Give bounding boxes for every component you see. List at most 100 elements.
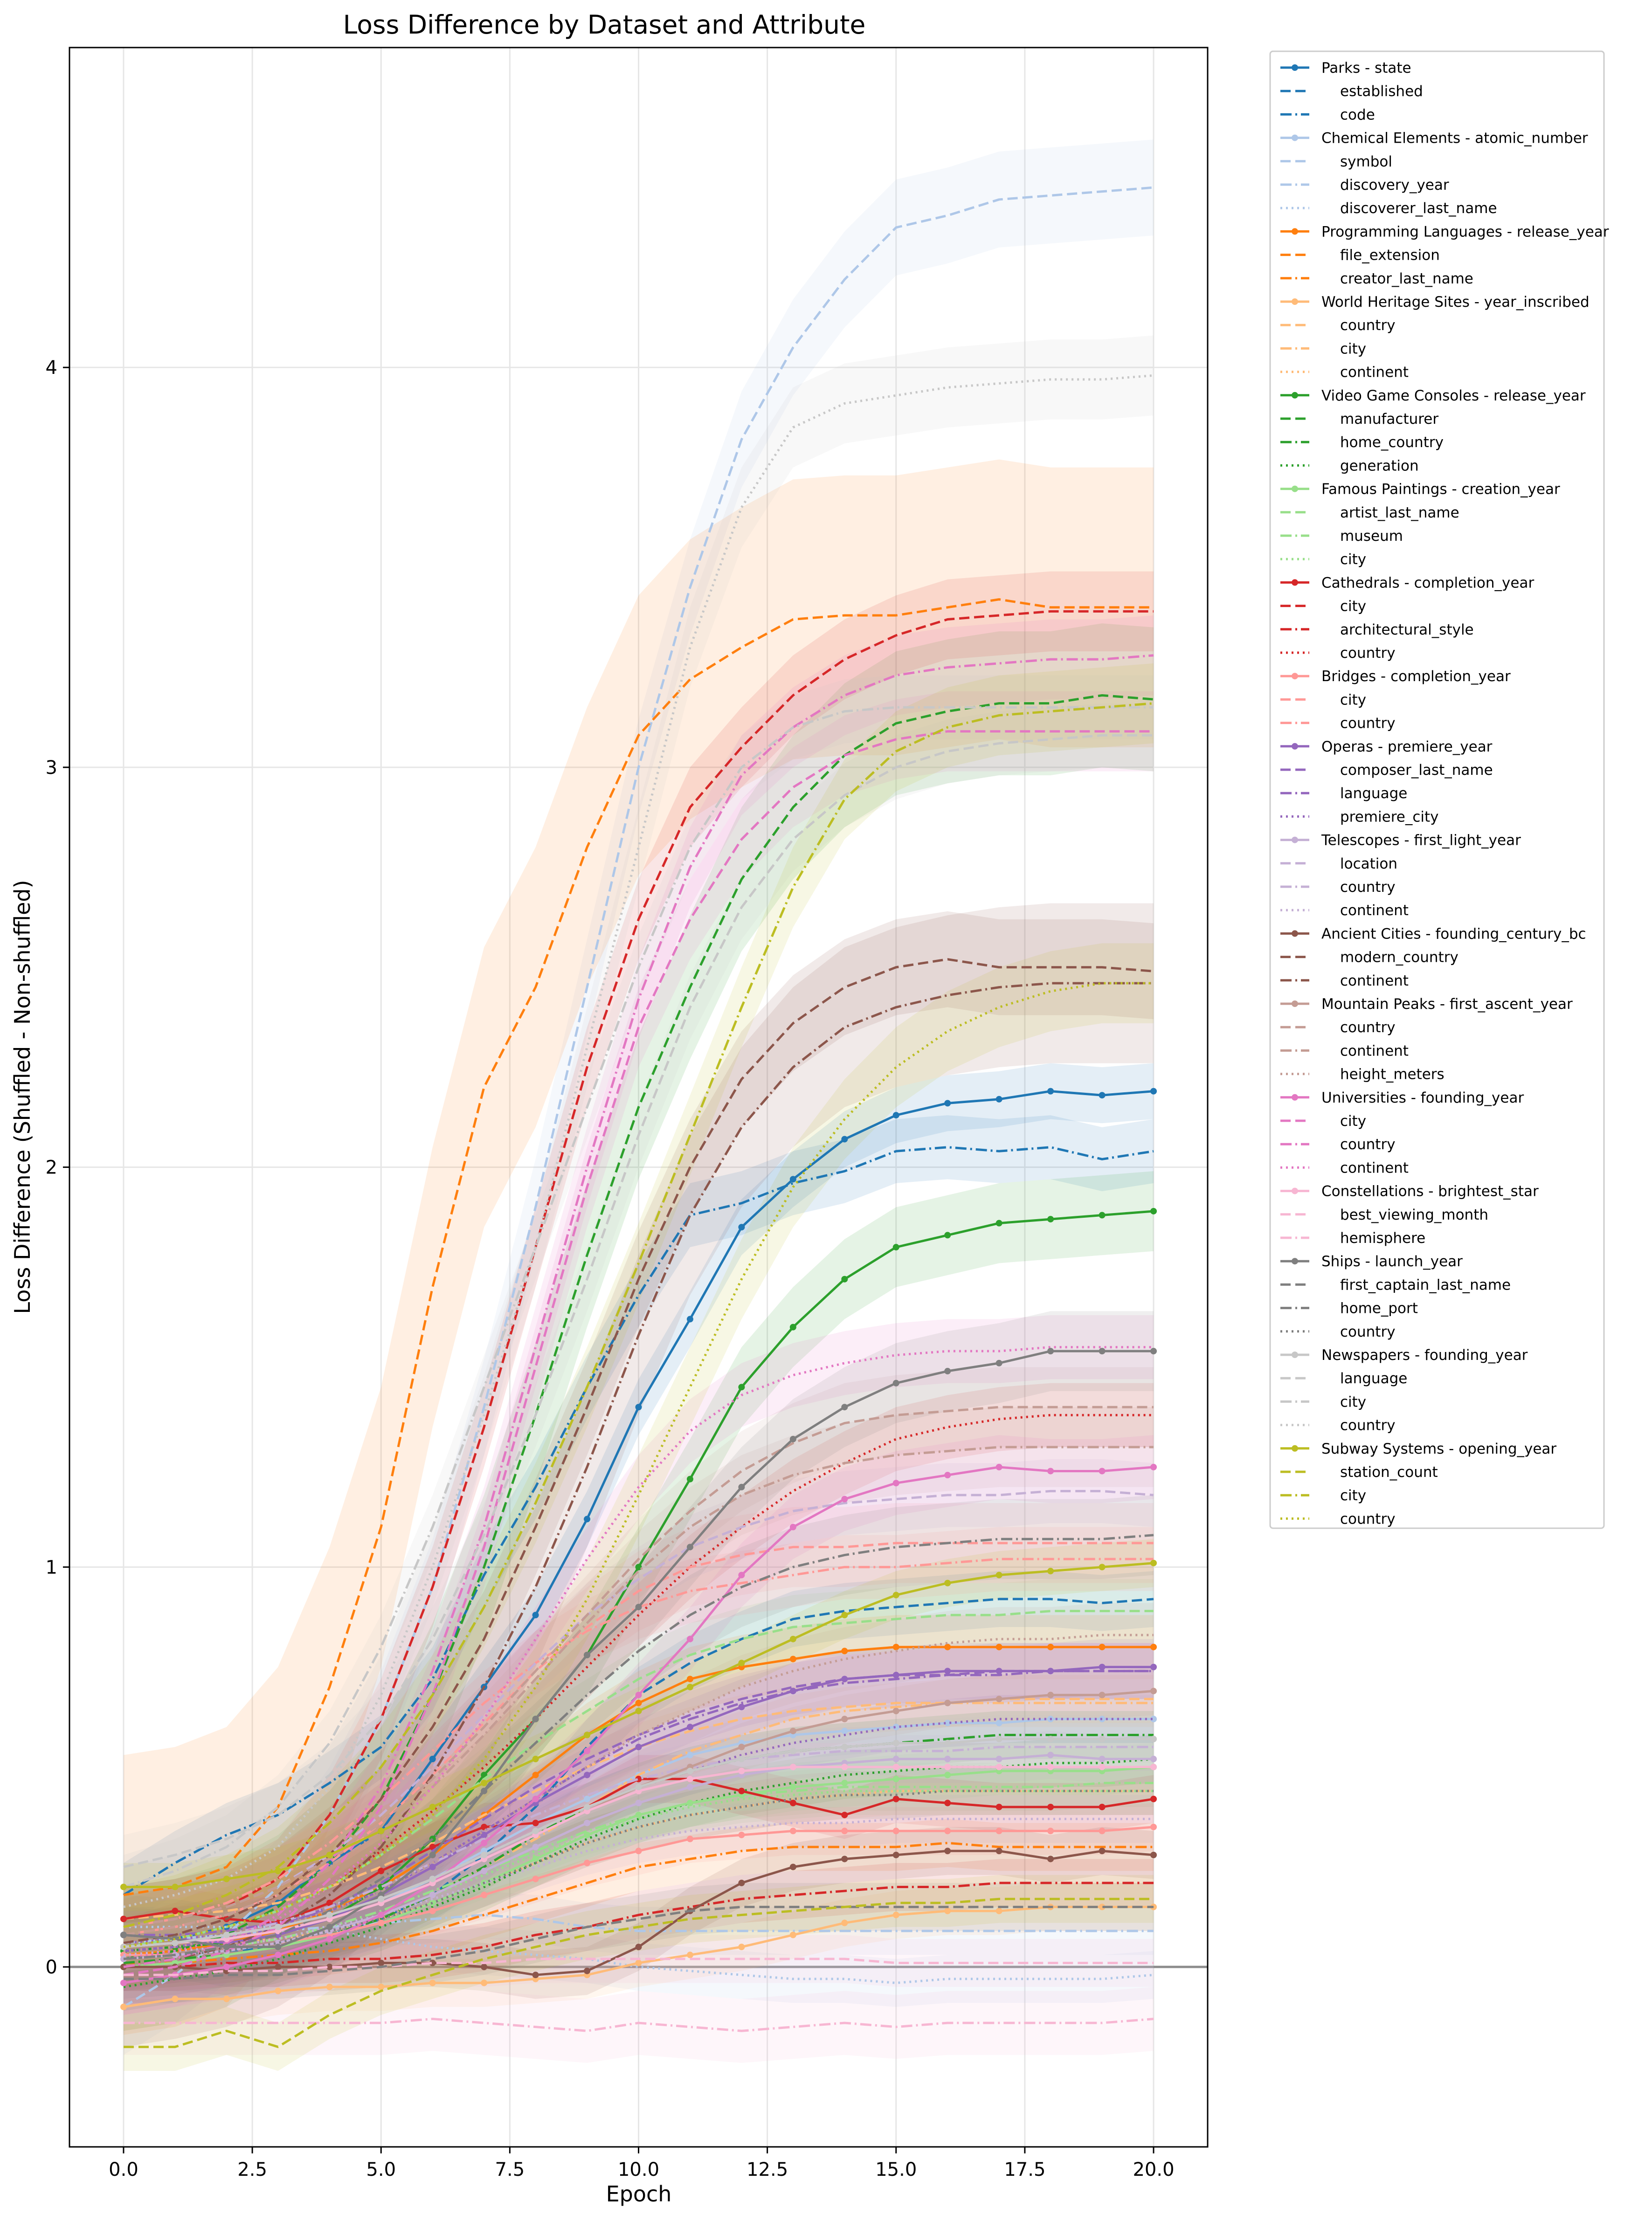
data-point bbox=[1150, 1736, 1157, 1743]
series-line bbox=[123, 1542, 1154, 1936]
legend-label: continent bbox=[1340, 1042, 1409, 1059]
data-point bbox=[532, 1716, 539, 1723]
data-point bbox=[944, 1719, 951, 1726]
series-line bbox=[123, 1406, 1154, 1928]
data-point bbox=[1150, 1559, 1157, 1566]
data-point bbox=[532, 1855, 539, 1862]
confidence-band bbox=[123, 1115, 1154, 1927]
data-point bbox=[1047, 1855, 1054, 1862]
series-line bbox=[123, 1818, 1154, 1956]
data-point bbox=[686, 1316, 693, 1323]
data-point bbox=[1150, 1643, 1157, 1650]
data-point bbox=[1047, 1691, 1054, 1698]
data-point bbox=[532, 1876, 539, 1883]
data-point bbox=[686, 1724, 693, 1731]
data-point bbox=[789, 1435, 796, 1442]
legend-label: manufacturer bbox=[1340, 411, 1438, 428]
data-point bbox=[1047, 1643, 1054, 1650]
data-point bbox=[995, 1643, 1002, 1650]
x-tick-label: 0.0 bbox=[109, 2159, 138, 2180]
confidence-band bbox=[123, 1819, 1154, 1987]
data-point bbox=[1047, 1567, 1054, 1574]
confidence-band bbox=[123, 911, 1154, 1991]
data-point bbox=[635, 1959, 642, 1966]
legend-label: Subway Systems - opening_year bbox=[1321, 1441, 1556, 1457]
data-point bbox=[789, 1828, 796, 1835]
data-point bbox=[532, 1612, 539, 1619]
y-tick-label: 1 bbox=[46, 1557, 57, 1578]
data-point bbox=[429, 1851, 436, 1858]
data-point bbox=[944, 1580, 951, 1586]
series-line bbox=[123, 1669, 1154, 1936]
data-point bbox=[944, 1828, 951, 1835]
legend-marker bbox=[1292, 1094, 1298, 1101]
data-point bbox=[1150, 1348, 1157, 1355]
legend-label: city bbox=[1340, 1487, 1366, 1504]
data-point bbox=[841, 1727, 848, 1734]
legend-label: Bridges - completion_year bbox=[1321, 668, 1511, 685]
series-line bbox=[123, 1446, 1154, 1936]
data-point bbox=[635, 1564, 642, 1571]
confidence-band bbox=[123, 1875, 1154, 2071]
data-point bbox=[1099, 1348, 1106, 1355]
series-line bbox=[123, 1634, 1154, 1952]
series-line bbox=[123, 730, 1154, 1976]
data-point bbox=[789, 1635, 796, 1642]
legend-label: Famous Paintings - creation_year bbox=[1321, 481, 1560, 498]
data-point bbox=[944, 1368, 951, 1375]
series-line bbox=[123, 1882, 1154, 1968]
legend: Parks - state established code Chemical Ele… bbox=[1269, 50, 1609, 1529]
data-point bbox=[1150, 1851, 1157, 1858]
x-tick-label: 17.5 bbox=[1004, 2159, 1045, 2180]
data-point bbox=[635, 1848, 642, 1855]
data-point bbox=[1150, 1663, 1157, 1670]
data-point bbox=[789, 1784, 796, 1791]
legend-label: discovery_year bbox=[1340, 177, 1449, 193]
data-point bbox=[1099, 1468, 1106, 1475]
data-point bbox=[1099, 1663, 1106, 1670]
data-point bbox=[1150, 1795, 1157, 1802]
legend-marker bbox=[1292, 298, 1298, 305]
data-point bbox=[429, 1863, 436, 1870]
legend-label: creator_last_name bbox=[1340, 270, 1473, 287]
data-point bbox=[1150, 1764, 1157, 1771]
data-point bbox=[326, 1964, 333, 1971]
series-line bbox=[123, 1146, 1154, 1896]
data-point bbox=[584, 1967, 591, 1974]
data-point bbox=[584, 1747, 591, 1754]
data-point bbox=[378, 1959, 385, 1966]
legend-label: symbol bbox=[1340, 153, 1392, 170]
confidence-band bbox=[123, 1767, 1154, 1983]
data-point bbox=[532, 1795, 539, 1802]
data-point bbox=[841, 1828, 848, 1835]
series-line bbox=[123, 1790, 1154, 1952]
y-tick-label: 3 bbox=[46, 757, 57, 779]
data-point bbox=[1047, 1736, 1054, 1743]
data-point bbox=[995, 1572, 1002, 1579]
data-point bbox=[378, 1868, 385, 1875]
legend-marker bbox=[1292, 836, 1298, 843]
data-point bbox=[1099, 1564, 1106, 1571]
legend-label: city bbox=[1340, 598, 1366, 615]
legend-label: Parks - state bbox=[1321, 60, 1411, 76]
legend-label: country bbox=[1340, 1136, 1396, 1153]
legend-label: Operas - premiere_year bbox=[1321, 738, 1493, 755]
confidence-band bbox=[123, 623, 1154, 2031]
data-point bbox=[429, 1980, 436, 1986]
legend-label: Mountain Peaks - first_ascent_year bbox=[1321, 996, 1573, 1013]
legend-marker bbox=[1292, 485, 1298, 492]
data-point bbox=[1047, 1088, 1054, 1095]
data-point bbox=[686, 1676, 693, 1683]
data-point bbox=[686, 1683, 693, 1690]
data-point bbox=[944, 1764, 951, 1771]
data-point bbox=[892, 1851, 899, 1858]
data-point bbox=[686, 1635, 693, 1642]
data-point bbox=[995, 1803, 1002, 1810]
data-point bbox=[686, 1544, 693, 1551]
legend-label: city bbox=[1340, 1393, 1366, 1410]
legend-marker bbox=[1292, 743, 1298, 750]
legend-label: country bbox=[1340, 1511, 1396, 1527]
legend-marker bbox=[1292, 1352, 1298, 1358]
data-point bbox=[789, 1655, 796, 1662]
confidence-band bbox=[123, 1883, 1154, 2031]
